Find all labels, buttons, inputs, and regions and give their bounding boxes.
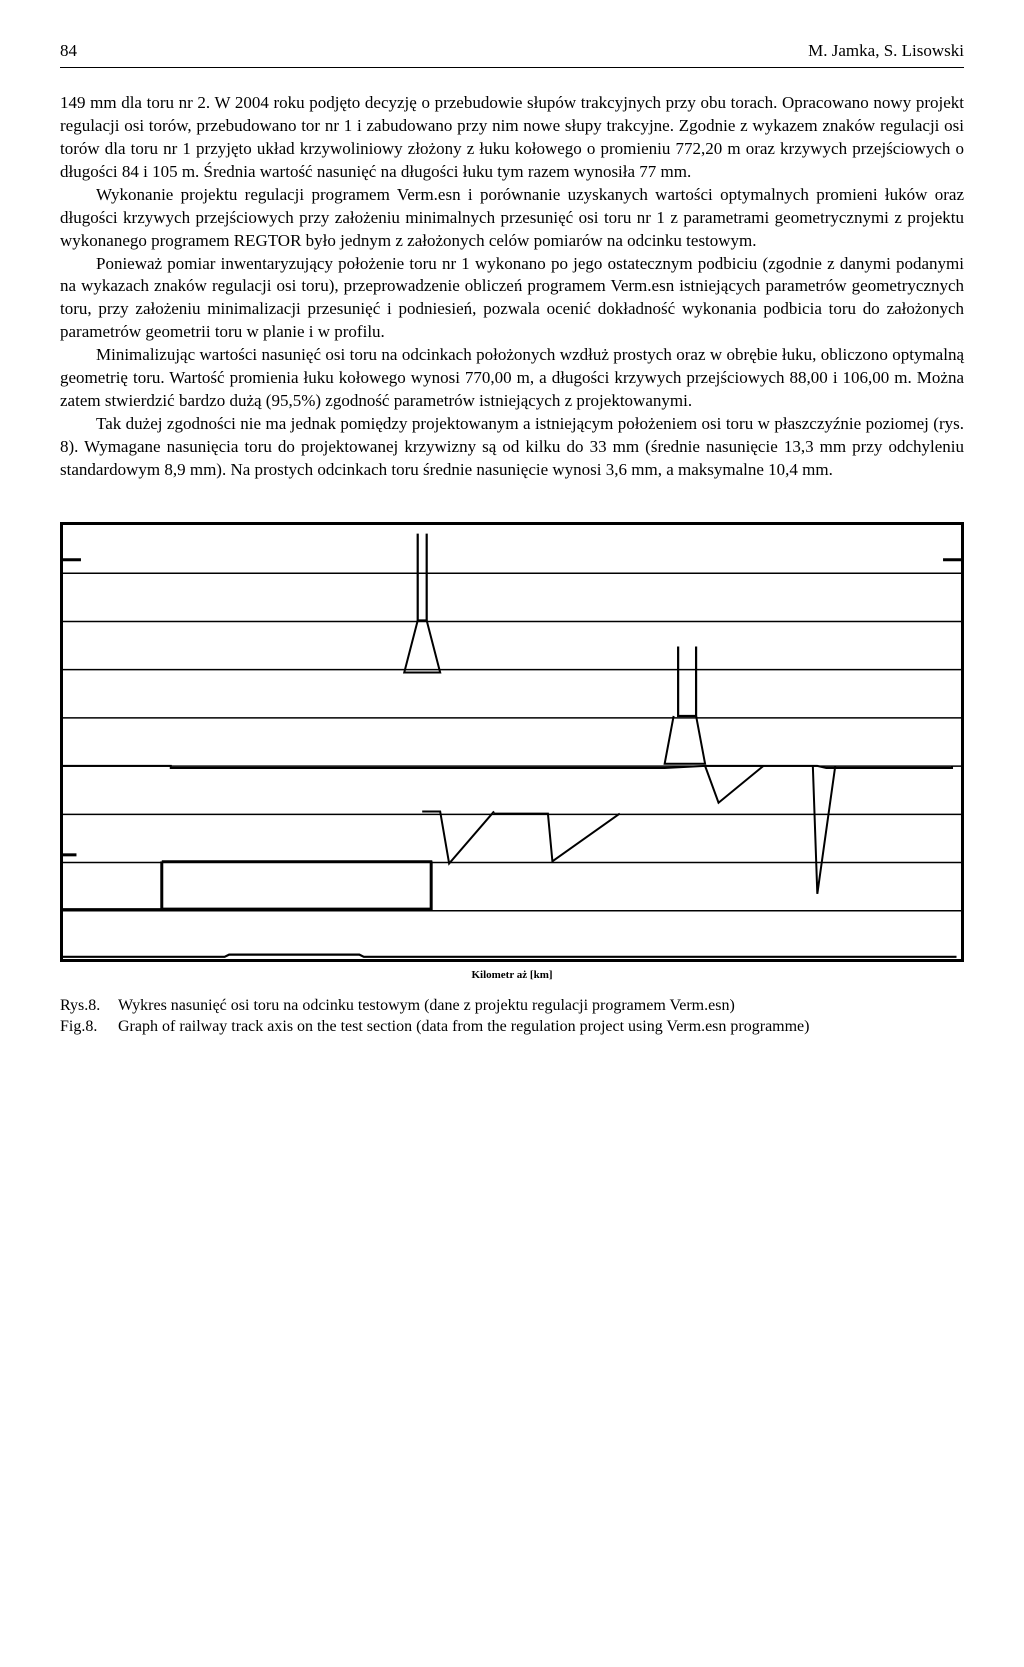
trace-baseline — [63, 955, 957, 957]
chart-grid — [63, 560, 961, 911]
trace-i — [494, 813, 620, 861]
paragraph-1: 149 mm dla toru nr 2. W 2004 roku podjęt… — [60, 92, 964, 184]
chart-x-axis-label: Kilometr aż [km] — [60, 968, 964, 983]
trace-b — [404, 620, 440, 672]
body-text: 149 mm dla toru nr 2. W 2004 roku podjęt… — [60, 92, 964, 482]
chart-traces — [63, 534, 957, 957]
trace-j-box — [162, 861, 431, 909]
page-number: 84 — [60, 40, 77, 63]
trace-f — [705, 766, 763, 803]
paragraph-2: Wykonanie projektu regulacji programem V… — [60, 184, 964, 253]
caption-rys-text: Wykres nasunięć osi toru na odcinku test… — [118, 995, 964, 1017]
caption-rys-tag: Rys.8. — [60, 995, 118, 1017]
trace-g — [813, 766, 835, 894]
trace-d — [665, 716, 705, 764]
trace-c — [678, 646, 696, 715]
trace-a — [418, 534, 427, 621]
paragraph-4: Minimalizując wartości nasunięć osi toru… — [60, 344, 964, 413]
paragraph-3: Ponieważ pomiar inwentaryzujący położeni… — [60, 253, 964, 345]
page-header: 84 M. Jamka, S. Lisowski — [60, 40, 964, 68]
paragraph-5: Tak dużej zgodności nie ma jednak pomięd… — [60, 413, 964, 482]
trace-h — [422, 811, 494, 863]
caption-fig-text: Graph of railway track axis on the test … — [118, 1016, 964, 1038]
page-authors: M. Jamka, S. Lisowski — [808, 40, 964, 63]
trace-j-step — [162, 861, 431, 909]
chart-svg — [63, 525, 961, 959]
chart-frame — [60, 522, 964, 962]
caption-fig-tag: Fig.8. — [60, 1016, 118, 1038]
figure-caption: Rys.8. Wykres nasunięć osi toru na odcin… — [60, 995, 964, 1038]
figure-8: Kilometr aż [km] Rys.8. Wykres nasunięć … — [60, 522, 964, 1038]
